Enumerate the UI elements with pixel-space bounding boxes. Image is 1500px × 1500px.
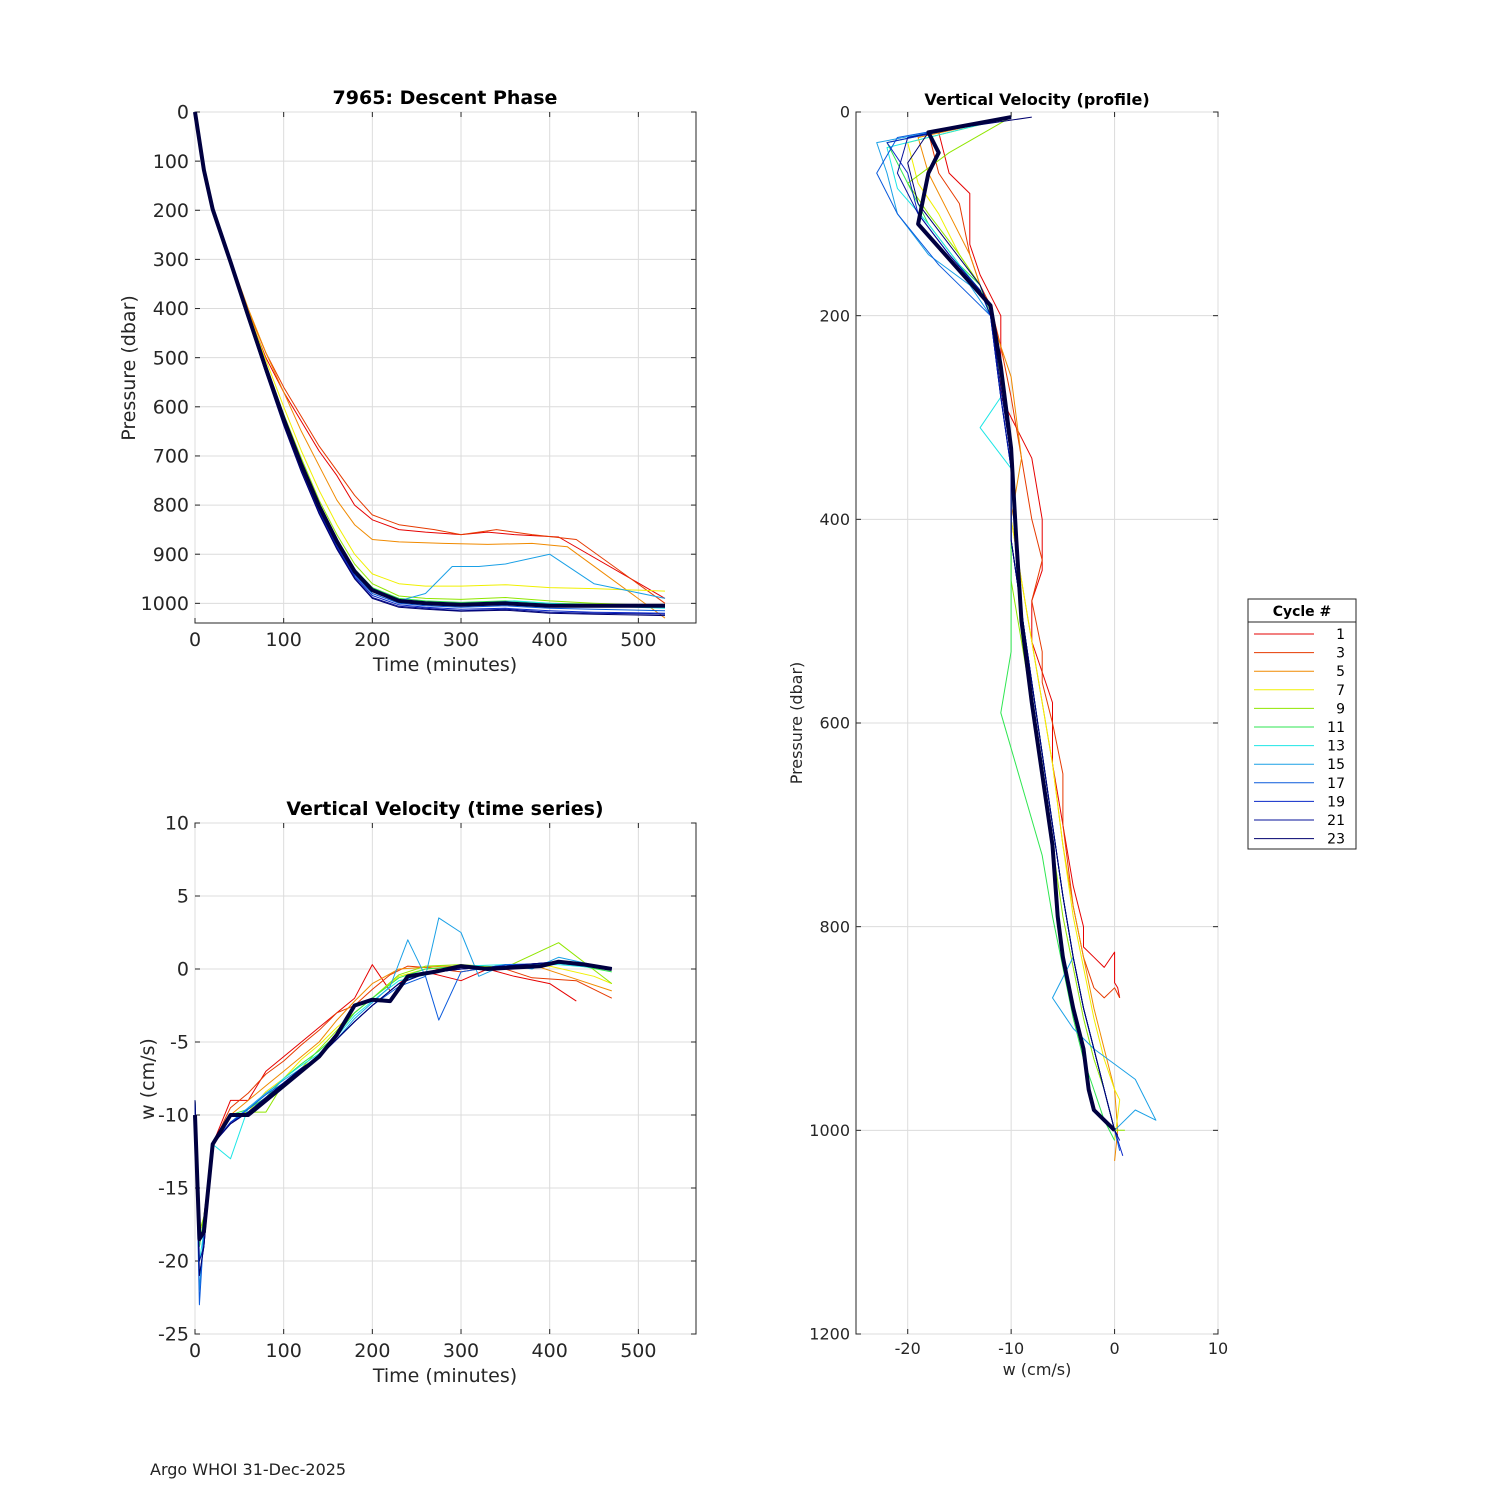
legend-label-cycle-9: 9	[1336, 701, 1345, 717]
x-tick-label: 0	[1109, 1339, 1119, 1358]
legend-label-cycle-17: 17	[1327, 776, 1345, 792]
descent-xlabel: Time (minutes)	[372, 654, 517, 676]
x-tick-label: 400	[532, 629, 568, 651]
mean-line	[916, 115, 1117, 1132]
x-tick-label: 200	[354, 1340, 390, 1362]
vvtime-ticks: 0 100 200 300 400 500 10 5 0 -5 -10 -15 -20 -25	[158, 813, 696, 1362]
descent-phase-panel: 7965: Descent Phase 0 100 200 300 400 5000100…	[118, 87, 697, 676]
x-tick-label: 0	[189, 1340, 201, 1362]
y-tick-label: 100	[153, 151, 189, 173]
vertical-velocity-profile-panel: Vertical Velocity (profile) -20 -10 0 10 0 20…	[787, 90, 1228, 1379]
y-tick-label: 200	[153, 200, 189, 222]
x-tick-label: 0	[189, 629, 201, 651]
y-tick-label: 0	[177, 102, 189, 124]
vvprofile-title: Vertical Velocity (profile)	[924, 90, 1149, 109]
legend-label-cycle-19: 19	[1327, 794, 1345, 810]
y-tick-label: -10	[158, 1105, 189, 1127]
vvprofile-series	[876, 115, 1157, 1161]
y-tick-label: 600	[819, 714, 850, 733]
legend-label-cycle-1: 1	[1336, 627, 1345, 643]
series-line-cycle-7	[907, 116, 1121, 1141]
vvtime-ylabel: w (cm/s)	[137, 1038, 159, 1120]
vvtime-grid	[194, 822, 696, 1335]
vvprofile-xlabel: w (cm/s)	[1003, 1360, 1072, 1379]
descent-ticks: 0 100 200 300 400 500 0 100 200 300 400 500 600 700 80…	[141, 102, 696, 651]
series-line-cycle-3	[927, 116, 1121, 999]
x-tick-label: -10	[998, 1339, 1024, 1358]
y-tick-label: 300	[153, 249, 189, 271]
y-tick-label: -5	[170, 1032, 189, 1054]
y-tick-label: 1000	[809, 1121, 850, 1140]
legend-label-cycle-23: 23	[1327, 832, 1345, 848]
x-tick-label: 300	[443, 629, 479, 651]
y-tick-label: 1000	[141, 593, 189, 615]
legend-label-cycle-7: 7	[1336, 683, 1345, 699]
x-tick-label: -20	[895, 1339, 921, 1358]
y-tick-label: 200	[819, 306, 850, 325]
y-tick-label: 1200	[809, 1325, 850, 1344]
vvprofile-ylabel: Pressure (dbar)	[787, 662, 806, 785]
x-tick-label: 400	[532, 1340, 568, 1362]
y-tick-label: 10	[165, 813, 189, 835]
legend-label-cycle-15: 15	[1327, 757, 1345, 773]
series-line-cycle-9	[907, 116, 1125, 1131]
y-tick-label: 0	[840, 103, 850, 122]
x-tick-label: 500	[620, 629, 656, 651]
y-tick-label: 0	[177, 959, 189, 981]
descent-series	[193, 111, 666, 619]
x-tick-label: 100	[266, 629, 302, 651]
vertical-velocity-time-panel: Vertical Velocity (time series) 0 100 200 3…	[137, 798, 697, 1387]
vvtime-axes-box	[194, 822, 697, 1335]
mean-line	[193, 959, 613, 1242]
legend-box	[1247, 598, 1357, 850]
y-tick-label: 700	[153, 446, 189, 468]
y-tick-label: 600	[153, 396, 189, 418]
y-tick-label: 800	[819, 917, 850, 936]
y-tick-label: 5	[177, 886, 189, 908]
y-tick-label: -25	[158, 1324, 189, 1346]
y-tick-label: -20	[158, 1251, 189, 1273]
y-tick-label: 400	[153, 298, 189, 320]
vvtime-xlabel: Time (minutes)	[372, 1365, 517, 1387]
mean-line	[193, 111, 665, 608]
legend-label-cycle-3: 3	[1336, 646, 1345, 662]
descent-ylabel: Pressure (dbar)	[118, 295, 140, 441]
footer-credit: Argo WHOI 31-Dec-2025	[150, 1460, 347, 1479]
x-tick-label: 10	[1208, 1339, 1228, 1358]
legend-label-cycle-21: 21	[1327, 813, 1345, 829]
y-tick-label: 500	[153, 347, 189, 369]
legend-label-cycle-5: 5	[1336, 664, 1345, 680]
vvtime-title: Vertical Velocity (time series)	[286, 798, 603, 820]
legend-label-cycle-11: 11	[1327, 720, 1345, 736]
y-tick-label: 900	[153, 544, 189, 566]
y-tick-label: 800	[153, 495, 189, 517]
vvtime-series	[193, 917, 613, 1306]
x-tick-label: 100	[266, 1340, 302, 1362]
y-tick-label: -15	[158, 1178, 189, 1200]
x-tick-label: 500	[620, 1340, 656, 1362]
x-tick-label: 200	[354, 629, 390, 651]
legend-title: Cycle #	[1273, 604, 1332, 620]
y-tick-label: 400	[819, 510, 850, 529]
x-tick-label: 300	[443, 1340, 479, 1362]
descent-axes-box	[194, 111, 697, 624]
descent-title: 7965: Descent Phase	[333, 87, 558, 109]
legend-label-cycle-13: 13	[1327, 739, 1345, 755]
